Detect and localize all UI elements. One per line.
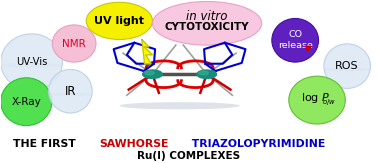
Ellipse shape [324, 44, 370, 89]
Ellipse shape [1, 34, 62, 90]
Text: CO
release: CO release [278, 30, 313, 50]
Text: THE FIRST: THE FIRST [14, 139, 80, 149]
Ellipse shape [272, 18, 319, 62]
Text: UV-Vis: UV-Vis [16, 57, 47, 67]
Ellipse shape [324, 67, 370, 71]
Text: log $P$: log $P$ [301, 91, 330, 105]
Polygon shape [142, 39, 152, 64]
Text: CYTOTOXICITY: CYTOTOXICITY [165, 22, 249, 32]
Text: IR: IR [65, 85, 76, 98]
Ellipse shape [52, 25, 96, 62]
Ellipse shape [152, 1, 262, 45]
Circle shape [197, 70, 217, 78]
Text: UV light: UV light [94, 16, 144, 26]
Ellipse shape [1, 63, 62, 68]
Ellipse shape [48, 69, 92, 113]
Text: $_{o/w}$: $_{o/w}$ [322, 97, 336, 108]
Ellipse shape [289, 76, 345, 124]
Ellipse shape [86, 2, 152, 39]
Circle shape [145, 71, 154, 75]
Circle shape [143, 70, 162, 78]
Text: ROS: ROS [335, 61, 359, 71]
Circle shape [199, 71, 208, 75]
Text: in vitro: in vitro [186, 10, 228, 22]
Ellipse shape [1, 78, 52, 126]
Text: X-Ray: X-Ray [11, 97, 41, 107]
Text: SAWHORSE: SAWHORSE [99, 139, 168, 149]
Text: Ru(I) COMPLEXES: Ru(I) COMPLEXES [138, 151, 240, 161]
Ellipse shape [119, 102, 240, 109]
Ellipse shape [1, 102, 52, 106]
Text: NMR: NMR [62, 38, 86, 49]
Text: TRIAZOLOPYRIMIDINE: TRIAZOLOPYRIMIDINE [188, 139, 325, 149]
Ellipse shape [48, 93, 92, 96]
